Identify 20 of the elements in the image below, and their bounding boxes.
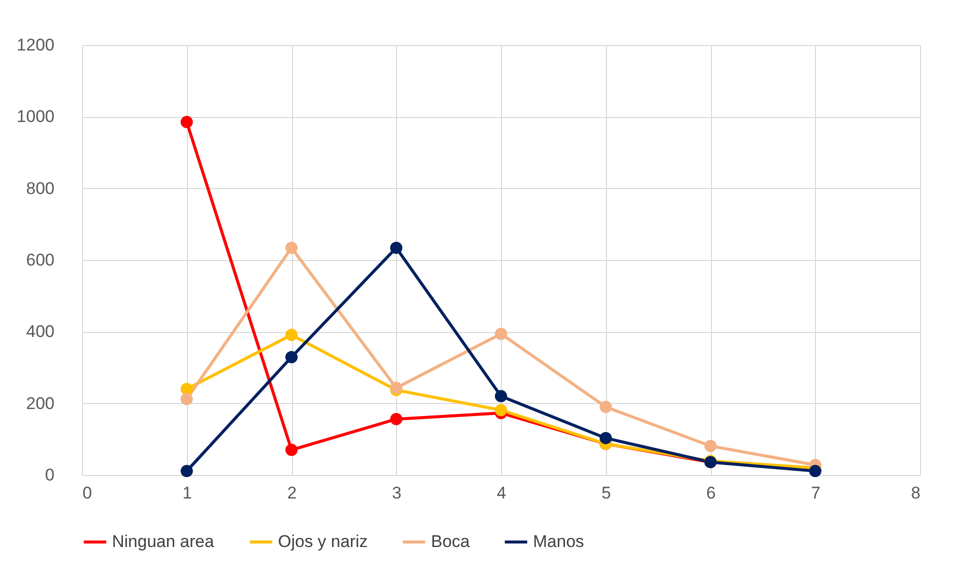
y-tick-label: 1000 [16, 107, 54, 126]
x-tick-label: 4 [496, 484, 506, 502]
x-tick-label: 1 [182, 484, 192, 502]
legend-label: Ojos y nariz [278, 532, 368, 551]
legend-label: Boca [431, 532, 470, 551]
y-tick-label: 600 [26, 250, 54, 270]
y-tick-label: 400 [26, 322, 54, 342]
x-tick-label: 6 [706, 484, 716, 502]
y-tick-label: 0 [45, 466, 54, 484]
y-tick-label: 800 [26, 178, 54, 198]
x-tick-label: 8 [911, 484, 920, 502]
y-tick-label: 200 [26, 394, 54, 413]
x-tick-label: 7 [811, 484, 820, 502]
x-tick-label: 3 [392, 484, 402, 502]
legend-label: Manos [533, 532, 584, 551]
legend-label: Ninguan area [112, 532, 215, 551]
y-tick-label: 1200 [16, 36, 54, 54]
x-tick-label: 2 [287, 484, 297, 502]
x-tick-label: 0 [82, 484, 92, 502]
x-tick-label: 5 [602, 484, 611, 502]
